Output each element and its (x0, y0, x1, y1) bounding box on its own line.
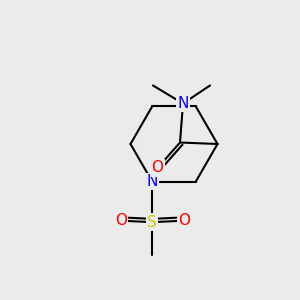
Text: O: O (152, 160, 164, 175)
Text: S: S (147, 215, 157, 230)
Text: N: N (147, 174, 158, 189)
Text: O: O (115, 213, 127, 228)
Text: O: O (178, 213, 190, 228)
Text: N: N (177, 96, 189, 111)
